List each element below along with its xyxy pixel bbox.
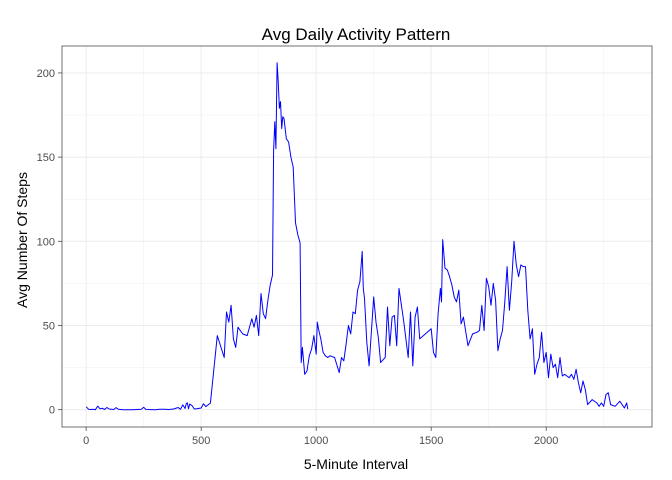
chart-title: Avg Daily Activity Pattern xyxy=(262,25,451,44)
major-gridlines xyxy=(62,46,652,427)
y-axis-title: Avg Number Of Steps xyxy=(14,172,30,308)
y-tick-label: 50 xyxy=(43,320,55,332)
x-tick-label: 1500 xyxy=(419,435,443,447)
x-tick-label: 0 xyxy=(83,435,89,447)
x-tick-label: 500 xyxy=(192,435,210,447)
x-tick-label: 1000 xyxy=(304,435,328,447)
x-axis-ticks: 0 500 1000 1500 2000 xyxy=(83,427,558,447)
y-tick-label: 200 xyxy=(37,68,55,80)
y-axis-ticks: 0 50 100 150 200 xyxy=(37,68,62,417)
y-tick-label: 150 xyxy=(37,152,55,164)
y-tick-label: 100 xyxy=(37,236,55,248)
minor-gridlines xyxy=(62,46,652,427)
plot-panel-border xyxy=(61,45,653,428)
series-line xyxy=(85,62,629,411)
x-axis-title: 5-Minute Interval xyxy=(304,456,408,472)
y-tick-label: 0 xyxy=(49,405,55,417)
x-tick-label: 2000 xyxy=(534,435,558,447)
